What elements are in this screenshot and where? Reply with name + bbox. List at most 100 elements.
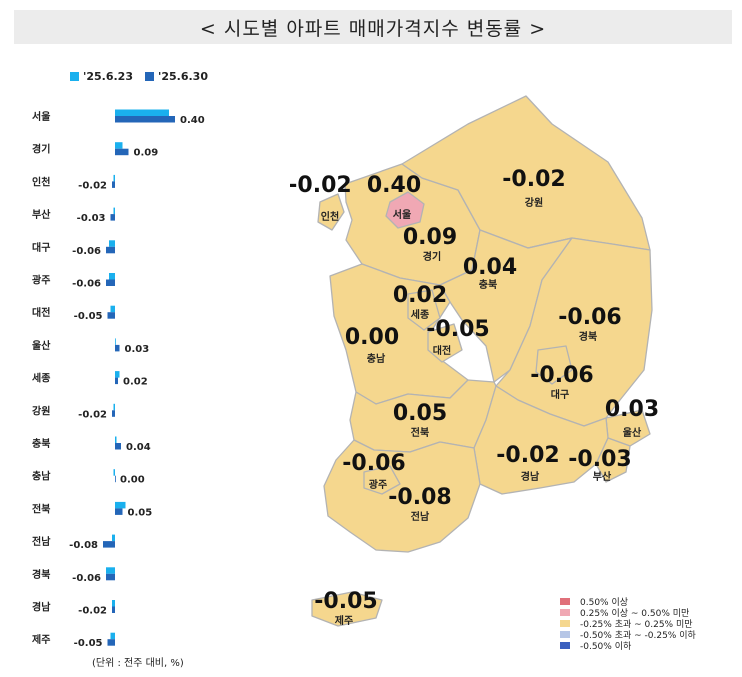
region-name-대구: 대구: [551, 388, 569, 401]
bar-curr: [115, 508, 123, 515]
bar-prev: [112, 534, 115, 542]
bar-value-label: -0.06: [72, 246, 101, 257]
bar-curr: [115, 377, 118, 385]
map-legend-swatch: [560, 598, 570, 605]
region-value-경남: -0.02: [496, 443, 559, 468]
bar-curr: [106, 279, 115, 286]
region-제주: [311, 591, 383, 627]
bar-value-label: 0.00: [120, 475, 145, 486]
bar-curr: [112, 181, 115, 188]
bar-curr: [106, 573, 115, 581]
region-value-울산: 0.03: [605, 397, 659, 422]
category-label: 제주: [32, 633, 50, 646]
region-value-부산: -0.03: [568, 447, 631, 472]
category-label: 경북: [32, 568, 50, 581]
bar-value-label: -0.02: [78, 606, 107, 617]
bar-value-label: -0.08: [69, 540, 98, 551]
bar-value-label: -0.05: [74, 311, 103, 322]
region-name-충남: 충남: [367, 352, 386, 365]
bar-prev: [115, 338, 116, 345]
bar-prev: [110, 632, 115, 640]
category-label: 부산: [32, 208, 51, 221]
category-label: 인천: [32, 175, 50, 188]
bar-prev: [113, 207, 115, 215]
bar-curr: [115, 344, 120, 352]
region-name-제주: 제주: [335, 614, 353, 627]
region-value-경북: -0.06: [558, 305, 621, 330]
bar-value-label: 0.09: [134, 148, 159, 159]
bar-value-label: 0.04: [126, 442, 151, 453]
map-legend-label: -0.25% 초과 ~ 0.25% 미만: [580, 620, 693, 630]
bar-curr: [115, 443, 121, 450]
legend-label-curr: '25.6.30: [158, 70, 208, 83]
unit-note: (단위 : 전주 대비, %): [92, 658, 184, 669]
bar-prev: [113, 469, 115, 476]
category-label: 경남: [32, 601, 51, 614]
region-서울: [385, 191, 425, 229]
bar-prev: [115, 371, 120, 378]
map-legend-label: -0.50% 이하: [580, 642, 632, 652]
bar-curr: [103, 541, 115, 548]
region-value-대전: -0.05: [426, 317, 489, 342]
bar-curr: [115, 148, 129, 156]
region-value-전남: -0.08: [388, 485, 451, 510]
bar-prev: [113, 174, 115, 182]
region-value-전북: 0.05: [393, 401, 447, 426]
bar-prev: [115, 436, 117, 443]
region-name-부산: 부산: [593, 470, 612, 483]
category-label: 충북: [32, 437, 50, 450]
category-label: 세종: [32, 372, 50, 385]
map-legend-item: -0.50% 초과 ~ -0.25% 이하: [560, 629, 696, 641]
bar-value-label: -0.02: [78, 409, 107, 420]
region-value-서울: 0.40: [367, 173, 421, 198]
region-value-강원: -0.02: [502, 167, 565, 192]
map-legend-swatch: [560, 620, 570, 627]
chart-title-bar: < 시도별 아파트 매매가격지수 변동률 >: [14, 10, 732, 44]
bar-prev: [109, 273, 115, 280]
region-대전: [427, 323, 463, 363]
map-legend-label: -0.50% 초과 ~ -0.25% 이하: [580, 631, 696, 641]
region-name-광주: 광주: [369, 479, 387, 491]
region-value-인천: -0.02: [290, 173, 352, 198]
category-label: 대구: [32, 241, 50, 254]
bar-value-label: -0.06: [72, 279, 101, 290]
bar-curr: [107, 639, 115, 646]
map-legend-swatch: [560, 642, 570, 649]
region-value-제주: -0.05: [314, 589, 377, 614]
map-legend-item: -0.50% 이하: [560, 640, 696, 652]
bar-prev: [115, 501, 126, 509]
legend-item-curr: '25.6.30: [145, 70, 208, 83]
bar-curr: [112, 410, 115, 417]
bar-curr: [115, 475, 116, 483]
category-label: 서울: [32, 110, 50, 123]
bar-value-label: 0.03: [125, 344, 150, 355]
region-name-대전: 대전: [433, 344, 451, 357]
series-legend: '25.6.23 '25.6.30: [70, 70, 208, 83]
bar-curr: [106, 246, 115, 254]
region-name-인천: 인천: [321, 210, 339, 223]
bar-curr: [115, 116, 175, 123]
bar-value-label: 0.40: [180, 115, 205, 126]
bar-prev: [113, 403, 115, 411]
bar-prev: [112, 600, 115, 607]
legend-label-prev: '25.6.23: [83, 70, 133, 83]
region-name-서울: 서울: [393, 208, 411, 221]
category-label: 광주: [32, 275, 50, 287]
region-value-대구: -0.06: [530, 363, 593, 388]
map-legend-label: 0.25% 이상 ~ 0.50% 미만: [580, 609, 690, 619]
region-부산: [595, 437, 631, 483]
map-legend-swatch: [560, 609, 570, 616]
region-name-경기: 경기: [423, 250, 441, 263]
region-name-울산: 울산: [623, 426, 642, 439]
region-name-세종: 세종: [411, 308, 429, 321]
region-name-경남: 경남: [521, 470, 540, 483]
map-legend-swatch: [560, 631, 570, 638]
region-전남: [323, 439, 481, 553]
region-name-충북: 충북: [479, 278, 497, 291]
category-label: 강원: [32, 404, 50, 417]
bar-value-label: 0.05: [128, 507, 153, 518]
region-세종: [407, 289, 441, 331]
region-value-충남: 0.00: [345, 325, 399, 350]
